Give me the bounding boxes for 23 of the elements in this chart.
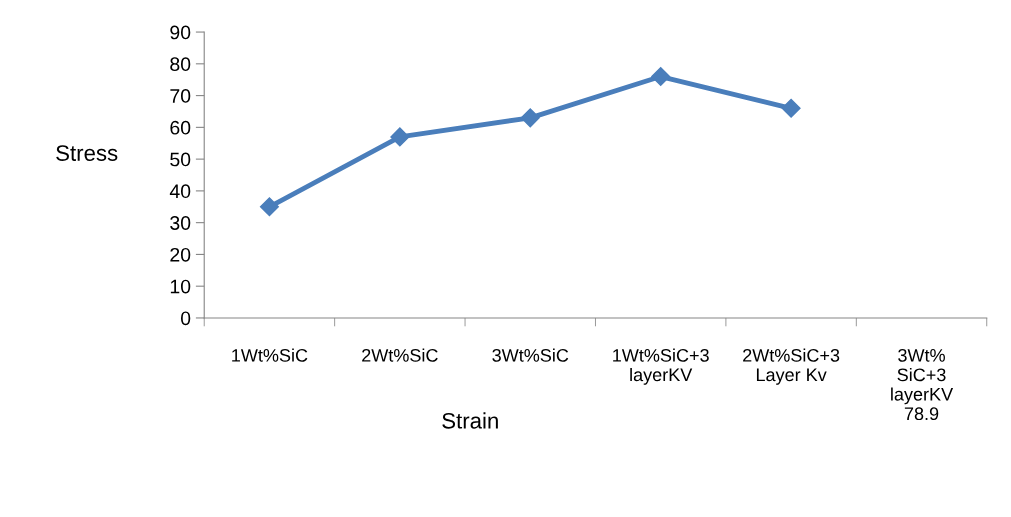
point — [520, 108, 540, 128]
y-tick-label: 40 — [169, 184, 191, 199]
point — [651, 66, 671, 87]
y-tick-label: 50 — [170, 152, 191, 167]
x-tick-label: 2Wt%SiC+3 Layer Kv — [743, 348, 840, 385]
y-tick-label: 90 — [170, 25, 191, 40]
y-tick-label: 70 — [170, 89, 191, 103]
y-axis-title: Stress — [56, 145, 118, 161]
x-axis-title: Strain — [442, 412, 498, 429]
y-tick-label: 20 — [170, 247, 191, 262]
x-tick-label: 2Wt%SiC — [362, 348, 438, 362]
x-tick-label: 1Wt%SiC — [232, 348, 308, 362]
y-tick-label: 60 — [170, 120, 191, 135]
x-tick-label: 1Wt%SiC+3 layerKV — [613, 348, 709, 385]
y-tick-label: 0 — [180, 311, 191, 326]
point — [781, 98, 801, 118]
y-tick-label: 80 — [170, 57, 191, 72]
point — [390, 127, 410, 147]
x-tick-label: 3Wt%SiC — [492, 348, 569, 362]
y-tick-label: 10 — [170, 279, 191, 294]
point — [259, 197, 279, 217]
y-tick-label: 30 — [170, 216, 191, 230]
x-tick-label: 3Wt% SiC+3 layerKV 78.9 — [891, 348, 954, 421]
